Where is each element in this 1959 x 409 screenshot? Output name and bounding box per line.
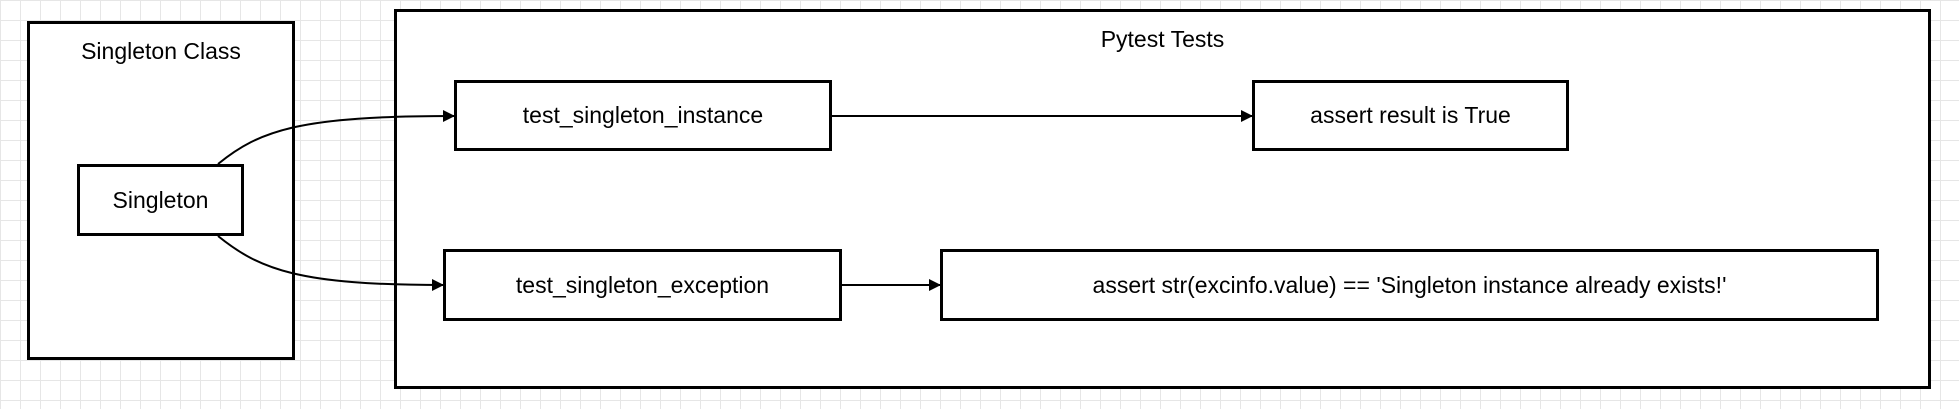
singleton-node: Singleton (77, 164, 244, 236)
test-singleton-exception-node: test_singleton_exception (443, 249, 842, 321)
pytest-tests-container: Pytest Tests (394, 9, 1931, 389)
pytest-tests-title: Pytest Tests (1100, 26, 1225, 52)
assert-exception-message-node: assert str(excinfo.value) == 'Singleton … (940, 249, 1879, 321)
assert-result-true-node: assert result is True (1252, 80, 1569, 151)
test-singleton-instance-node: test_singleton_instance (454, 80, 832, 151)
singleton-class-title: Singleton Class (81, 38, 241, 64)
